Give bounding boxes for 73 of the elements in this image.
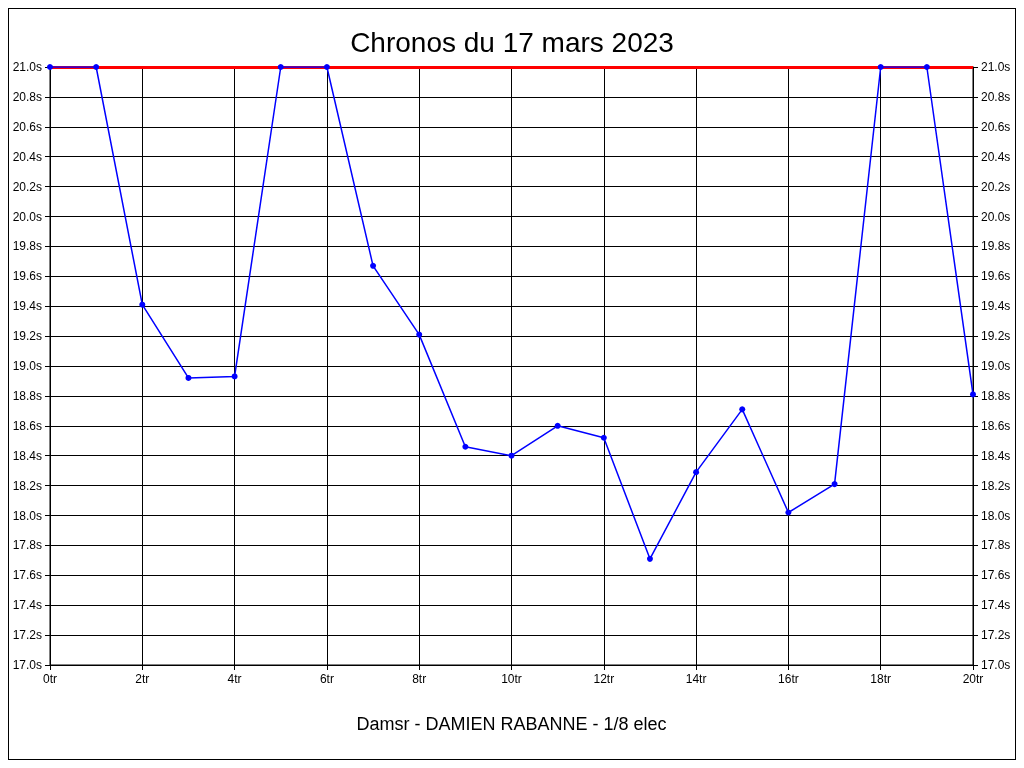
y-tick-label: 17.0s [12,658,42,672]
y-tick-label: 18.6s [12,418,42,433]
point [323,64,330,70]
y-tick-label: 20.2s [12,179,42,194]
point [923,64,930,70]
y2-tick-label: 19.6s [981,269,1011,284]
point [370,262,377,269]
y2-tick-label: 21.0s [981,60,1011,74]
point [693,469,700,476]
x-tick-label: 14tr [685,672,707,686]
chart-title: Chronos du 17 mars 2023 [350,26,674,58]
y-tick-label: 19.2s [12,329,42,344]
y2-tick-label: 18.0s [981,508,1011,523]
x-tick-label: 20tr [962,672,984,686]
y2-tick-label: 19.8s [981,239,1011,254]
y2-tick-label: 17.0s [981,658,1011,672]
y-tick-label: 20.0s [12,209,42,224]
y-tick-label: 19.4s [12,299,42,314]
y2-tick-label: 18.8s [981,388,1011,403]
y-tick-label: 20.8s [12,89,42,104]
y2-tick-label: 17.6s [981,568,1011,583]
point [831,481,838,488]
y-tick-label: 17.6s [12,568,42,583]
y2-tick-label: 17.2s [981,628,1011,643]
y-tick-label: 17.8s [12,538,42,553]
y2-tick-label: 20.2s [981,179,1011,194]
y-tick-label: 18.2s [12,478,42,493]
y2-tick-label: 18.2s [981,478,1011,493]
y2-tick-label: 19.2s [981,329,1011,344]
y2-tick-label: 18.6s [981,418,1011,433]
point [185,374,192,381]
x-tick-label: 4tr [227,672,242,686]
y2-tick-label: 19.4s [981,299,1011,314]
y-tick-label: 21.0s [12,60,42,74]
x-tick-label: 8tr [412,672,427,686]
x-axis-title: Damsr - DAMIEN RABANNE - 1/8 elec [356,714,667,734]
y-tick-label: 19.0s [12,359,42,373]
x-tick-label: 6tr [319,672,334,686]
x-tick-label: 2tr [135,672,150,686]
point [785,509,792,516]
y-tick-label: 18.8s [12,388,42,403]
y2-tick-label: 17.8s [981,538,1011,553]
y-tick-label: 17.2s [12,628,42,643]
x-tick-label: 0tr [42,672,58,686]
y2-tick-label: 19.0s [981,359,1011,373]
y-tick-label: 20.6s [12,119,42,134]
y2-tick-label: 20.0s [981,209,1011,224]
point [646,555,653,562]
y2-tick-label: 20.4s [981,149,1011,164]
x-tick-label: 16tr [778,672,799,686]
point [600,434,607,441]
x-tick-label: 12tr [593,672,615,686]
point [462,443,469,450]
point [231,373,238,380]
y2-tick-label: 17.4s [981,598,1011,613]
x-tick-label: 18tr [870,672,892,686]
y-tick-label: 18.0s [12,508,42,523]
y-tick-label: 19.8s [12,239,42,254]
y-tick-label: 19.6s [12,269,42,284]
y2-tick-label: 20.8s [981,89,1011,104]
y-tick-label: 20.4s [12,149,42,164]
point [277,64,284,70]
y2-tick-label: 18.4s [981,448,1011,463]
point [554,422,561,429]
point [739,406,746,413]
point [877,64,884,70]
y-tick-label: 17.4s [12,598,42,613]
point [139,301,146,308]
x-tick-label: 10tr [501,672,522,686]
point [416,331,423,338]
y2-tick-label: 20.6s [981,119,1011,134]
point [93,64,100,70]
y-tick-label: 18.4s [12,448,42,463]
